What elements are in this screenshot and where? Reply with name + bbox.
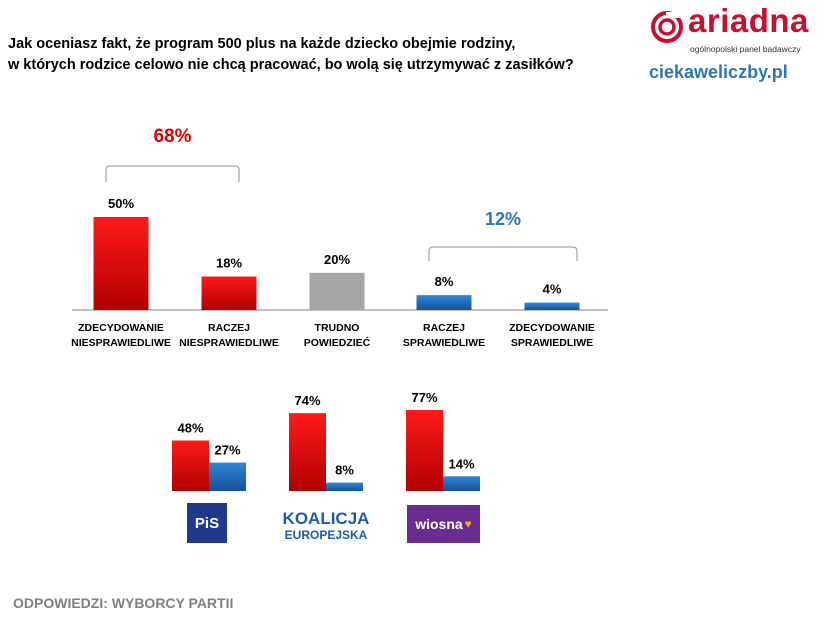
site-link[interactable]: ciekaweliczby.pl xyxy=(649,62,788,82)
bracket-1 xyxy=(428,246,578,261)
party-bar-0-1 xyxy=(209,462,246,491)
heart-icon: ♥ xyxy=(464,517,472,531)
party-bar-2-0 xyxy=(406,410,443,491)
ko-logo-line2: EUROPEJSKA xyxy=(284,528,368,542)
brand-name: ariadna xyxy=(688,2,809,39)
pis-logo-text: PiS xyxy=(194,514,220,532)
bar-value-label-2: 20% xyxy=(324,252,350,267)
category-label-0-0: ZDECYDOWANIE xyxy=(78,322,164,334)
category-label-3-1: SPRAWIEDLIWE xyxy=(403,337,485,349)
party-bar-1-0 xyxy=(289,413,326,491)
question-title: Jak oceniasz fakt, że program 500 plus n… xyxy=(8,34,628,76)
brand-subtitle: ogólnopolski panel badawczy xyxy=(690,44,801,54)
category-label-3-0: RACZEJ xyxy=(423,322,465,334)
category-label-2-0: TRUDNO xyxy=(315,322,360,334)
party-bar-value-label-0-0: 48% xyxy=(177,421,203,436)
bar-4 xyxy=(524,302,580,310)
category-label-1-1: NIESPRAWIEDLIWE xyxy=(179,337,279,349)
category-label-2-1: POWIEDZIEĆ xyxy=(304,336,371,349)
ariadna-logo: ariadna ogólnopolski panel badawczy xyxy=(650,2,820,56)
question-line-1: Jak oceniasz fakt, że program 500 plus n… xyxy=(8,36,516,52)
bar-1 xyxy=(201,276,257,310)
bracket-0 xyxy=(105,165,240,182)
category-label-1-0: RACZEJ xyxy=(208,322,250,334)
bar-value-label-0: 50% xyxy=(108,196,134,211)
category-label-0-1: NIESPRAWIEDLIWE xyxy=(71,337,171,349)
category-label-4-0: ZDECYDOWANIE xyxy=(509,322,595,334)
wiosna-logo: wiosna ♥ xyxy=(407,505,480,543)
bar-2 xyxy=(309,272,365,310)
bar-0 xyxy=(93,217,149,310)
bracket-label-0: 68% xyxy=(153,126,191,147)
ko-logo: KOALICJA EUROPEJSKA xyxy=(277,508,375,546)
bracket-label-1: 12% xyxy=(485,209,521,229)
bar-3 xyxy=(416,295,472,310)
party-bar-1-1 xyxy=(326,482,363,491)
party-bar-value-label-1-0: 74% xyxy=(294,393,320,408)
party-bar-value-label-2-0: 77% xyxy=(411,390,437,405)
bar-value-label-4: 4% xyxy=(543,282,562,297)
category-label-4-1: SPRAWIEDLIWE xyxy=(511,337,593,349)
footer-note: ODPOWIEDZI: WYBORCY PARTII xyxy=(13,595,234,611)
party-bar-value-label-1-1: 8% xyxy=(335,463,354,478)
ariadna-spiral-icon xyxy=(651,11,683,43)
wiosna-logo-text: wiosna xyxy=(415,516,463,532)
pis-logo: PiS xyxy=(187,503,227,543)
ko-logo-line1: KOALICJA xyxy=(282,509,370,528)
party-bar-2-1 xyxy=(443,476,480,491)
bar-value-label-1: 18% xyxy=(216,256,242,271)
bar-value-label-3: 8% xyxy=(435,274,454,289)
party-bar-value-label-0-1: 27% xyxy=(214,443,240,458)
question-line-2: w których rodzice celowo nie chcą pracow… xyxy=(8,57,574,73)
party-bar-0-0 xyxy=(172,440,209,491)
party-bar-value-label-2-1: 14% xyxy=(448,456,474,471)
